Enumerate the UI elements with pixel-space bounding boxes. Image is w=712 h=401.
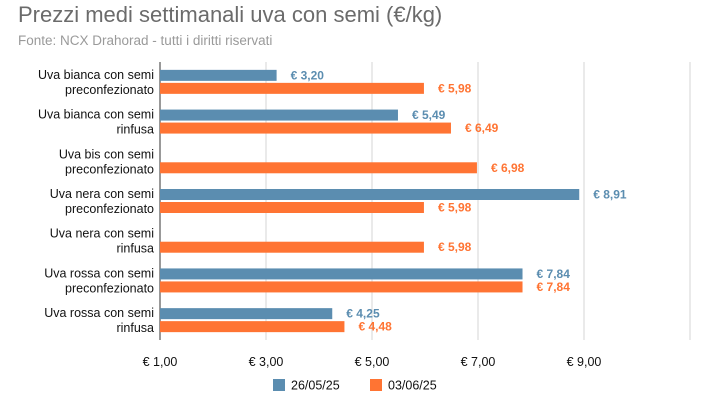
category-label-line: Uva rossa con semi <box>44 306 154 320</box>
category-label-line: preconfezionato <box>65 162 154 176</box>
gridlines <box>159 62 691 340</box>
bar <box>160 281 523 293</box>
category-label-line: Uva rossa con semi <box>44 266 154 280</box>
bar <box>160 202 424 213</box>
category-label-line: preconfezionato <box>65 202 154 216</box>
value-label: € 4,48 <box>358 320 392 334</box>
bar <box>160 241 424 253</box>
legend[interactable]: 26/05/25 03/06/25 <box>273 379 437 393</box>
chart-title: Prezzi medi settimanali uva con semi (€/… <box>18 2 443 27</box>
bar <box>160 189 580 200</box>
value-label: € 4,25 <box>346 307 380 321</box>
legend-label[interactable]: 26/05/25 <box>291 379 340 393</box>
x-tick-label: € 1,00 <box>143 355 178 369</box>
legend-swatch[interactable] <box>370 379 382 391</box>
value-label: € 6,49 <box>465 121 499 135</box>
value-label: € 5,98 <box>438 81 472 95</box>
legend-swatch[interactable] <box>273 379 285 391</box>
bar <box>160 162 477 174</box>
value-labels: € 3,20 € 5,49 € 8,91 € 7,84 € 4,25 € 5,98 € 6,… <box>291 68 627 333</box>
category-label: Uva bianca con semi rinfusa <box>38 108 154 137</box>
category-label-line: preconfezionato <box>65 281 154 295</box>
category-label-line: rinfusa <box>116 242 154 256</box>
bar <box>160 82 424 94</box>
category-label-line: rinfusa <box>116 123 154 137</box>
value-label: € 5,98 <box>438 240 472 254</box>
value-label: € 8,91 <box>593 188 627 202</box>
chart-subtitle: Fonte: NCX Drahorad - tutti i diritti ri… <box>18 33 273 48</box>
bar <box>160 109 398 121</box>
category-label: Uva rossa con semi preconfezionato <box>44 266 154 295</box>
value-label: € 3,20 <box>291 68 325 82</box>
legend-label[interactable]: 03/06/25 <box>388 379 437 393</box>
category-label-line: Uva nera con semi <box>50 227 154 241</box>
category-label-line: Uva nera con semi <box>50 187 154 201</box>
x-axis-tick-labels: € 1,00 € 3,00 € 5,00 € 7,00 € 9,00 <box>143 355 602 369</box>
bar <box>160 308 333 320</box>
bar <box>160 268 523 280</box>
category-label-line: Uva bianca con semi <box>38 68 154 82</box>
value-label: € 6,98 <box>491 161 525 175</box>
category-label-line: rinfusa <box>116 321 154 335</box>
category-label-line: Uva bis con semi <box>59 147 154 161</box>
x-tick-label: € 5,00 <box>355 355 390 369</box>
value-label: € 5,98 <box>438 201 472 215</box>
value-label: € 7,84 <box>537 280 571 294</box>
category-label: Uva bis con semi preconfezionato <box>59 147 154 176</box>
category-label: Uva bianca con semi preconfezionato <box>38 68 154 97</box>
bar <box>160 321 345 333</box>
value-label: € 7,84 <box>537 267 571 281</box>
x-tick-label: € 7,00 <box>461 355 496 369</box>
x-tick-label: € 3,00 <box>249 355 284 369</box>
category-label: Uva nera con semi rinfusa <box>50 227 154 256</box>
bar <box>160 69 277 81</box>
category-label: Uva nera con semi preconfezionato <box>50 187 154 216</box>
category-label-line: Uva bianca con semi <box>38 108 154 122</box>
x-tick-label: € 9,00 <box>567 355 602 369</box>
category-label-line: preconfezionato <box>65 83 154 97</box>
value-label: € 5,49 <box>412 108 446 122</box>
bar <box>160 122 451 134</box>
bars <box>160 69 580 333</box>
category-label: Uva rossa con semi rinfusa <box>44 306 154 335</box>
